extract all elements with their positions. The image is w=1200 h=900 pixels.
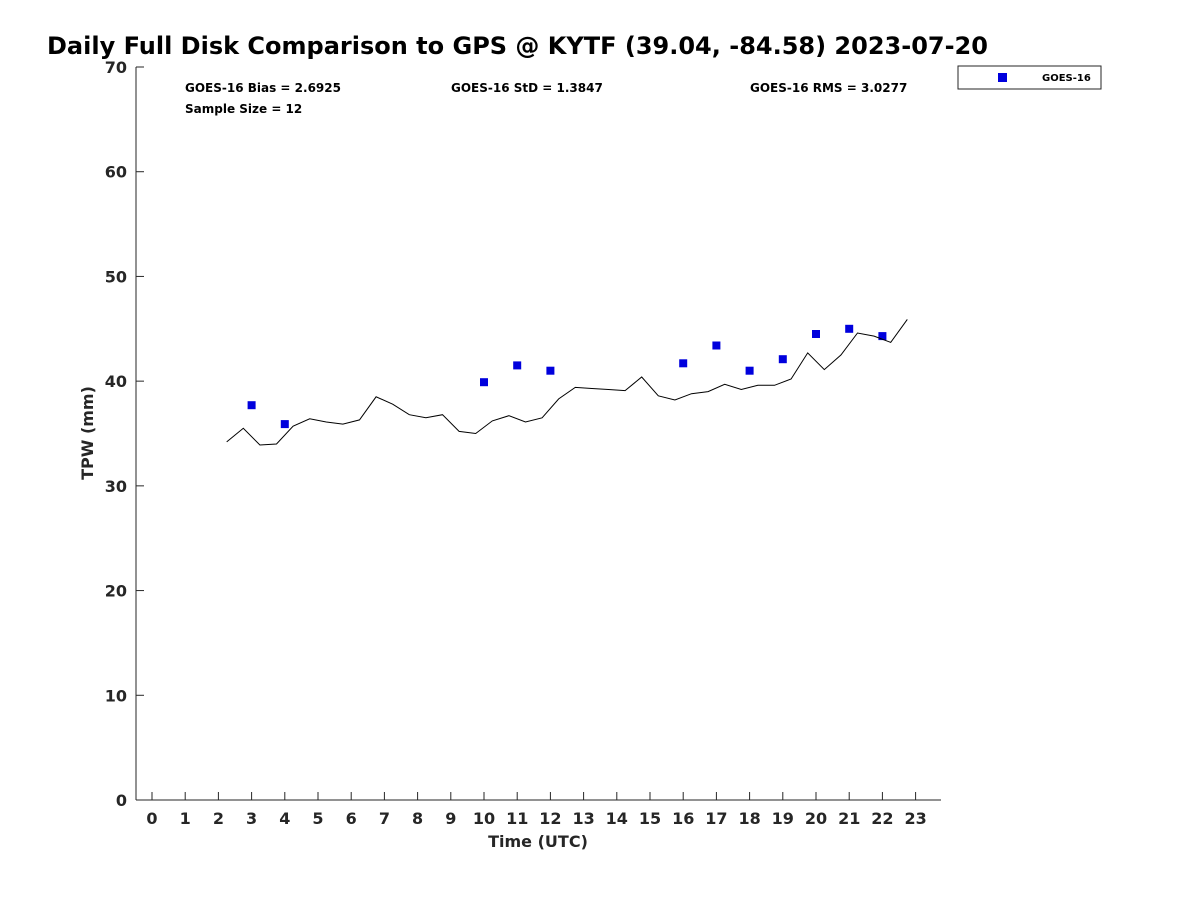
x-tick-label: 0 xyxy=(146,809,157,828)
sample-size-stat: Sample Size = 12 xyxy=(185,102,302,116)
x-tick-label: 21 xyxy=(838,809,860,828)
std-stat: GOES-16 StD = 1.3847 xyxy=(451,81,603,95)
x-tick-label: 5 xyxy=(312,809,323,828)
x-tick-label: 20 xyxy=(805,809,827,828)
goes-16-point xyxy=(745,366,754,375)
x-tick-label: 6 xyxy=(346,809,357,828)
goes-16-point xyxy=(280,420,289,429)
x-tick-label: 4 xyxy=(279,809,290,828)
x-tick-label: 17 xyxy=(705,809,727,828)
x-tick-label: 23 xyxy=(904,809,926,828)
y-tick-label: 60 xyxy=(105,163,127,182)
goes-16-point xyxy=(679,359,688,368)
rms-stat: GOES-16 RMS = 3.0277 xyxy=(750,81,907,95)
x-tick-label: 16 xyxy=(672,809,694,828)
y-tick-label: 10 xyxy=(105,686,127,705)
goes-16-point xyxy=(878,332,887,341)
x-tick-label: 7 xyxy=(379,809,390,828)
y-tick-label: 70 xyxy=(105,58,127,77)
gps-line xyxy=(226,319,908,446)
x-tick-label: 19 xyxy=(772,809,794,828)
x-tick-label: 18 xyxy=(738,809,760,828)
legend: GOES-16 xyxy=(957,65,1102,90)
chart-title: Daily Full Disk Comparison to GPS @ KYTF… xyxy=(47,32,988,60)
x-tick-label: 14 xyxy=(606,809,628,828)
goes-16-point xyxy=(546,366,555,375)
x-tick-label: 8 xyxy=(412,809,423,828)
goes-16-point xyxy=(778,355,787,364)
x-tick-label: 3 xyxy=(246,809,257,828)
x-tick-label: 1 xyxy=(180,809,191,828)
legend-marker-goes-16 xyxy=(998,73,1007,82)
y-tick-label: 50 xyxy=(105,267,127,286)
goes-16-point xyxy=(480,378,488,387)
y-ticks: 0 10 20 30 40 50 60 70 xyxy=(105,58,144,810)
x-axis-label: Time (UTC) xyxy=(488,832,588,851)
goes-16-point xyxy=(812,330,820,338)
goes-16-point xyxy=(513,361,522,370)
goes-16-point xyxy=(845,324,854,333)
y-tick-label: 0 xyxy=(116,791,127,810)
x-tick-label: 15 xyxy=(639,809,661,828)
goes-16-point xyxy=(247,401,256,410)
legend-box xyxy=(957,65,1102,90)
legend-label-goes-16: GOES-16 xyxy=(1042,73,1091,84)
x-tick-label: 22 xyxy=(871,809,893,828)
x-tick-label: 10 xyxy=(473,809,495,828)
plot-area xyxy=(226,319,908,446)
x-tick-label: 12 xyxy=(539,809,561,828)
goes-16-point xyxy=(712,341,721,350)
x-tick-label: 11 xyxy=(506,809,528,828)
y-tick-label: 40 xyxy=(105,372,127,391)
x-tick-label: 2 xyxy=(213,809,224,828)
x-tick-label: 9 xyxy=(445,809,456,828)
bias-stat: GOES-16 Bias = 2.6925 xyxy=(185,81,341,95)
y-tick-label: 30 xyxy=(105,477,127,496)
y-axis-label: TPW (mm) xyxy=(78,386,97,480)
x-ticks: 0 1 2 3 4 5 6 7 8 9 10 11 12 13 14 15 16 17 18 19 20 21 22 23 xyxy=(146,792,927,828)
y-tick-label: 20 xyxy=(105,582,127,601)
x-tick-label: 13 xyxy=(572,809,594,828)
